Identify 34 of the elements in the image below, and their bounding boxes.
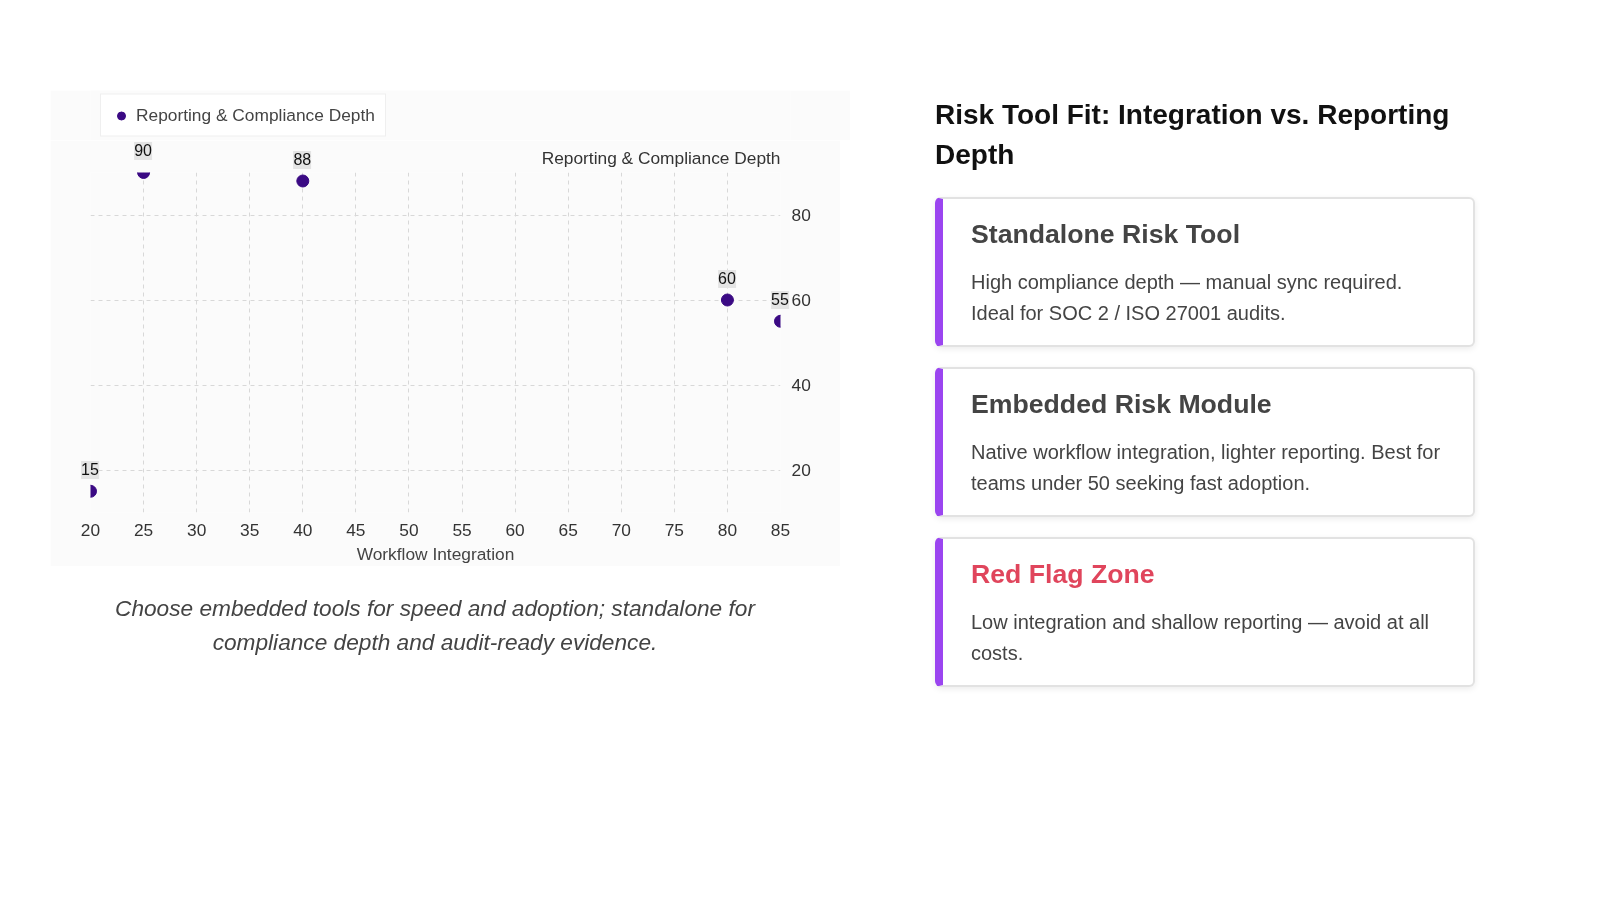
data-label: 55 [771,290,789,309]
x-tick-label: 55 [452,519,472,540]
text: Choose embedded tools for speed and adoption; standalone for compliance depth and audit-ready evidence. [114,594,757,657]
y-tick-label: 60 [791,290,811,310]
y-tick-label: 40 [791,375,811,395]
x-tick-label: 45 [346,519,366,540]
y-tick-label: 20 [791,460,811,480]
y-axis-title: Reporting & Compliance Depth [541,147,781,168]
y-tick-label: 80 [791,205,811,225]
text: Embedded Risk Module [971,388,1273,422]
x-tick-label: 35 [240,519,260,540]
x-tick-label: 80 [717,519,738,540]
x-tick-label: 70 [611,519,631,540]
data-label: 88 [293,150,312,169]
x-tick-label: 50 [399,519,419,540]
x-tick-label: 40 [293,519,313,540]
data-label: 15 [81,460,99,479]
text: Red Flag Zone [971,558,1156,592]
text: Native workflow integration, lighter reporting. Best for teams under 50 seeking fast adoption. [971,440,1442,497]
x-axis-title: Workflow Integration [356,543,515,564]
x-tick-label: 65 [558,519,578,540]
x-tick-label: 30 [187,519,207,540]
x-tick-label: 60 [505,519,525,540]
data-label: 60 [718,269,736,288]
data-label: 90 [134,142,152,160]
text: High compliance depth — manual sync required. Ideal for SOC 2 / ISO 27001 audits. [971,270,1404,327]
text: Standalone Risk Tool [971,218,1242,251]
x-tick-label: 85 [770,519,791,540]
text: Low integration and shallow reporting — avoid at all costs. [971,610,1431,667]
x-tick-label: 75 [664,519,684,540]
x-tick-label: 25 [133,519,154,540]
x-tick-label: 20 [80,519,101,540]
text: Risk Tool Fit: Integration vs. Reporting Depth [935,98,1451,172]
legend-label: Reporting & Compliance Depth [136,104,375,126]
